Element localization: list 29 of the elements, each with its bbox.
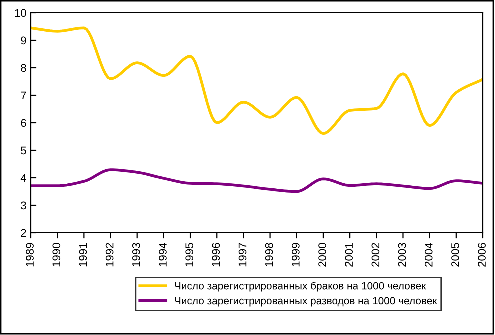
y-tick-label: 10: [15, 9, 26, 18]
x-tick-label: 1995: [186, 243, 194, 267]
y-tick-label: 4: [20, 174, 27, 182]
x-tick-label: 2004: [424, 243, 433, 267]
y-tick-label: 2: [21, 229, 26, 238]
y-tick-label: 9: [21, 36, 26, 45]
legend-label: Число зарегистрированных разводов на 1000 человек: [175, 297, 438, 307]
x-tick-label: 1990: [52, 243, 61, 267]
x-tick-label: 2002: [372, 243, 380, 267]
y-tick-label: 8: [21, 64, 26, 72]
y-tick-label: 7: [21, 92, 26, 100]
x-tick-label: 1999: [292, 243, 300, 267]
x-tick-label: 1994: [159, 243, 167, 267]
x-tick-label: 1989: [26, 243, 34, 267]
x-tick-label: 2001: [345, 243, 354, 267]
x-tick-label: 1991: [79, 243, 88, 267]
x-tick-label: 1993: [132, 243, 140, 267]
x-tick-label: 1996: [212, 243, 220, 267]
x-tick-label: 2006: [478, 243, 486, 267]
x-tick-label: 2005: [452, 243, 460, 267]
x-tick-label: 1992: [106, 243, 114, 267]
y-tick-label: 3: [21, 202, 26, 210]
x-tick-label: 2000: [318, 243, 326, 267]
y-tick-label: 6: [21, 119, 26, 128]
legend-label: Число зарегистрированных браков на 1000 человек: [175, 282, 426, 292]
y-tick-label: 5: [21, 146, 26, 155]
x-tick-label: 1997: [238, 243, 247, 267]
x-tick-label: 2003: [398, 243, 406, 267]
x-tick-label: 1998: [265, 243, 274, 267]
